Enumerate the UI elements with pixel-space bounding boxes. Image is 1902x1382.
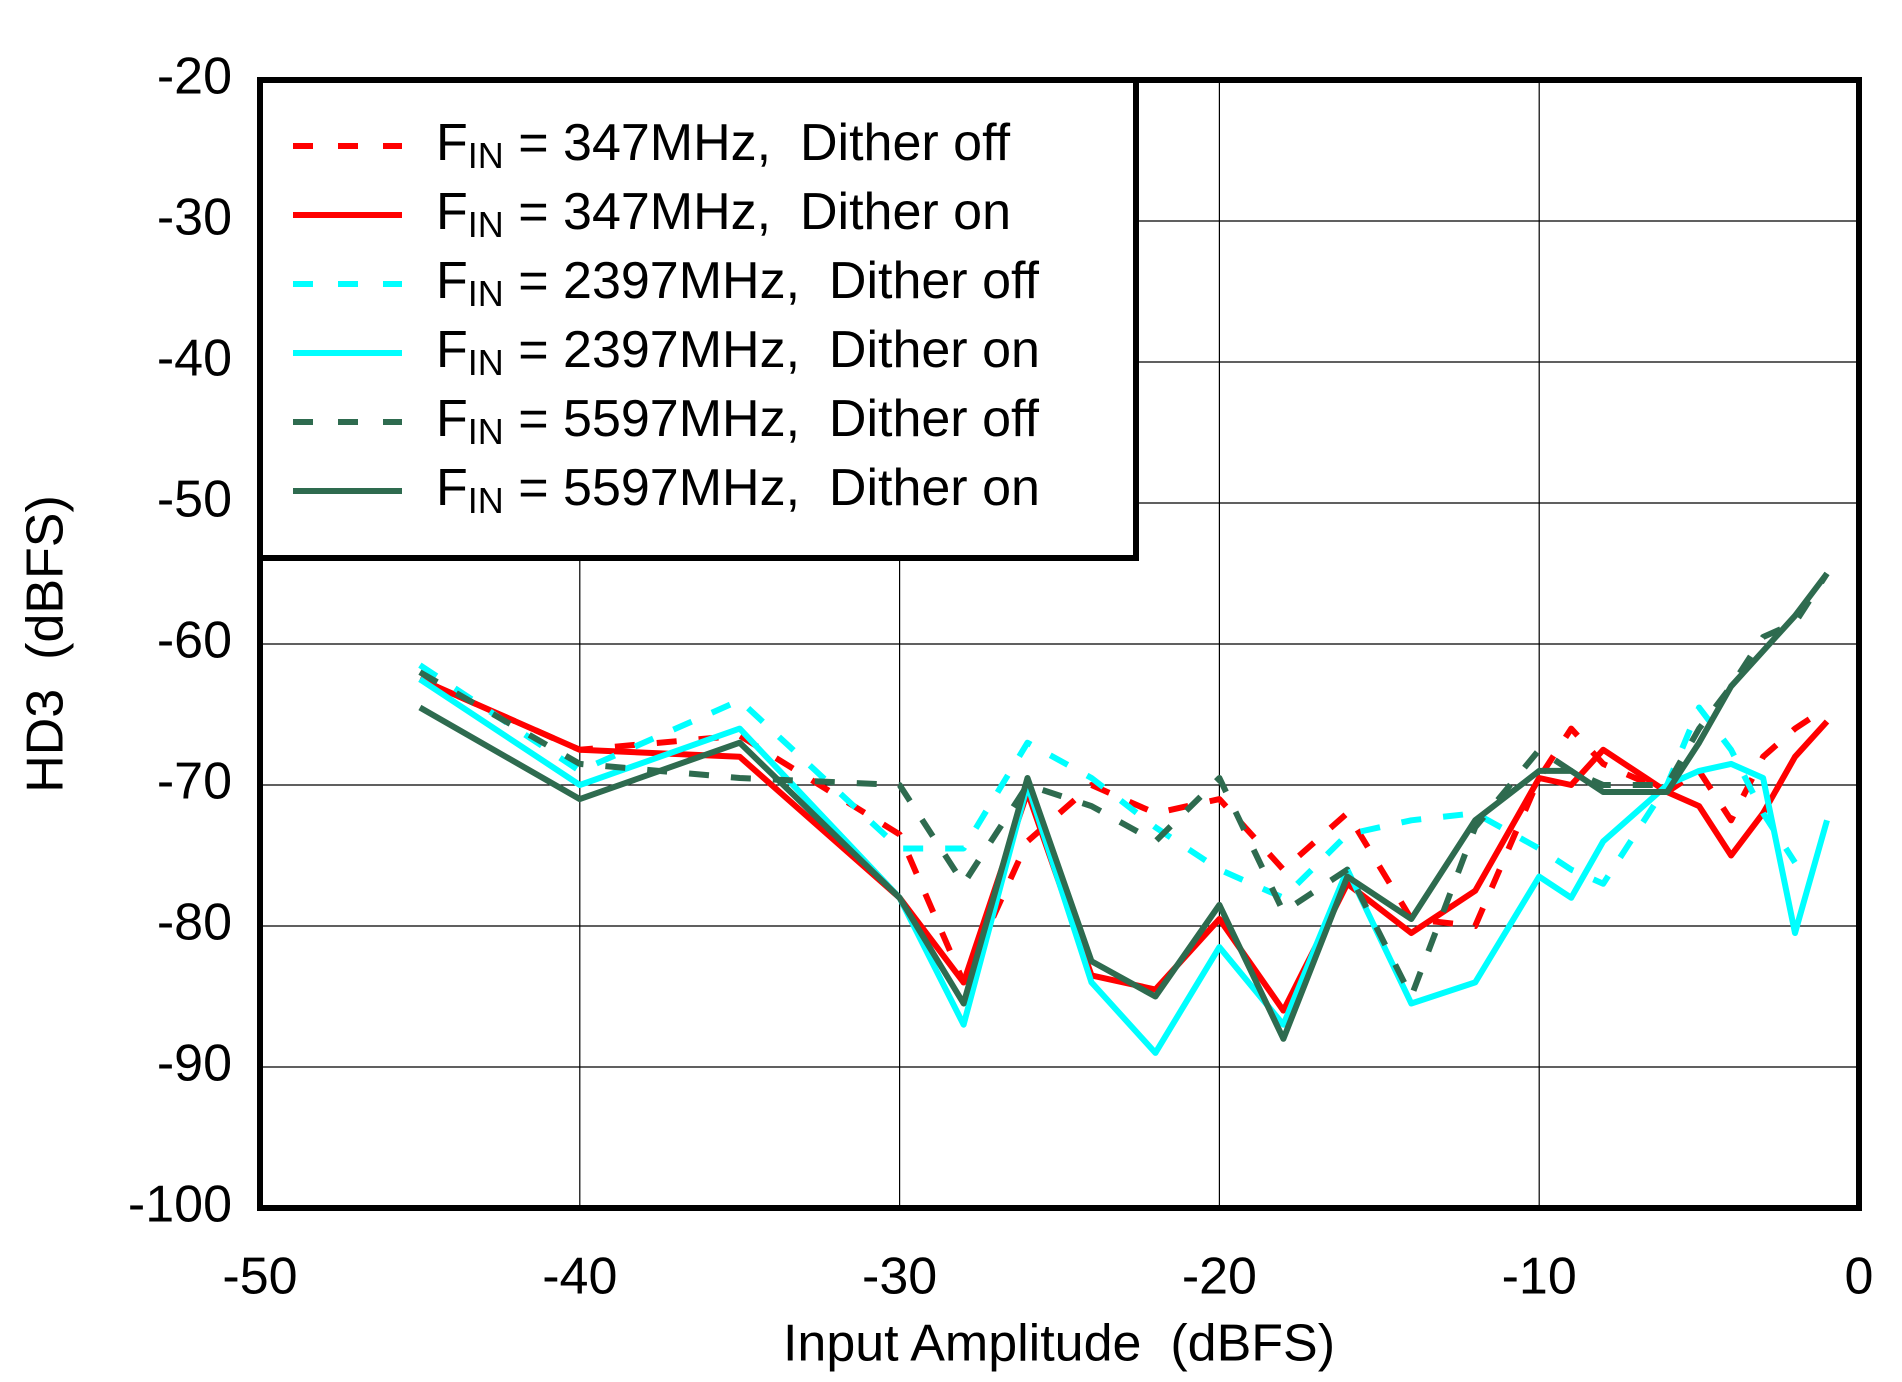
x-tick-label: -10 — [1502, 1248, 1577, 1306]
legend-box — [257, 77, 1139, 561]
y-tick-label: -90 — [157, 1035, 232, 1093]
legend-label: FIN = 2397MHz, Dither on — [436, 321, 1040, 383]
x-tick-label: -30 — [862, 1248, 937, 1306]
y-tick-label: -50 — [157, 471, 232, 529]
series-line — [418, 676, 1830, 1014]
legend-label: FIN = 5597MHz, Dither off — [436, 390, 1040, 452]
series-line — [418, 571, 1830, 1042]
y-tick-label: -20 — [157, 48, 232, 106]
x-tick-label: -40 — [542, 1248, 617, 1306]
legend-label: FIN = 2397MHz, Dither off — [436, 252, 1040, 314]
legend-label: FIN = 347MHz, Dither off — [436, 114, 1011, 176]
x-axis-title: Input Amplitude (dBFS) — [783, 1315, 1335, 1373]
series-line — [418, 571, 1830, 1000]
y-tick-label: -40 — [157, 330, 232, 388]
x-tick-label: -20 — [1182, 1248, 1257, 1306]
y-tick-label: -30 — [157, 189, 232, 247]
y-axis-title: HD3 (dBFS) — [17, 495, 75, 793]
series-line — [418, 676, 1829, 986]
legend-label: FIN = 5597MHz, Dither on — [436, 459, 1040, 521]
y-tick-label: -60 — [157, 612, 232, 670]
y-tick-label: -80 — [157, 894, 232, 952]
series-line — [418, 662, 1798, 901]
series-line — [418, 676, 1830, 1056]
y-tick-label: -100 — [128, 1176, 232, 1234]
x-tick-label: 0 — [1845, 1248, 1874, 1306]
legend-label: FIN = 347MHz, Dither on — [436, 183, 1011, 245]
x-tick-label: -50 — [222, 1248, 297, 1306]
y-tick-label: -70 — [157, 753, 232, 811]
